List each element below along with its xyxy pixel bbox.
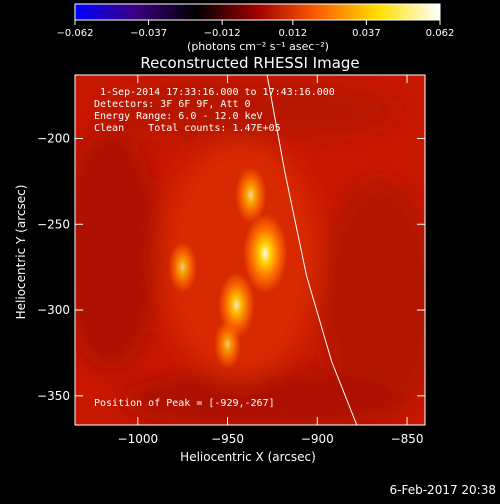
emission-source <box>235 166 267 224</box>
colorbar-tick-label: −0.062 <box>56 28 93 39</box>
emission-source <box>214 319 241 369</box>
annotation-time: 1-Sep-2014 17:33:16.000 to 17:43:16.000 <box>100 87 335 98</box>
annotation-peak: Position of Peak = [-929,-267] <box>94 398 275 409</box>
x-axis-ticks: −1000 −950 −900 −850 <box>118 75 424 446</box>
y-tick-label: −300 <box>37 303 70 317</box>
plot-area <box>75 75 425 425</box>
colorbar-tick-label: −0.012 <box>204 28 241 39</box>
y-tick-label: −200 <box>37 131 70 145</box>
colorbar-unit: (photons cm⁻² s⁻¹ asec⁻²) <box>187 40 329 53</box>
colorbar-tick-label: 0.037 <box>352 28 381 39</box>
y-axis-ticks: −200 −250 −300 −350 <box>37 131 425 403</box>
footer-date: 6-Feb-2017 20:38 <box>390 483 496 497</box>
background-texture <box>75 80 425 425</box>
colorbar-tick-label: −0.037 <box>130 28 167 39</box>
y-tick-label: −250 <box>37 217 70 231</box>
x-tick-label: −1000 <box>118 432 159 446</box>
emission-sources <box>168 166 288 369</box>
annotation-detectors: Detectors: 3F 6F 9F, Att 0 <box>94 99 251 110</box>
annotation-energy: Energy Range: 6.0 - 12.0 keV <box>94 111 263 122</box>
colorbar-tick-label: 0.012 <box>279 28 308 39</box>
colorbar <box>74 3 441 21</box>
x-axis-label: Heliocentric X (arcsec) <box>180 450 316 464</box>
annotations: 1-Sep-2014 17:33:16.000 to 17:43:16.000 … <box>94 87 335 409</box>
x-tick-label: −900 <box>301 432 334 446</box>
emission-source <box>243 213 288 294</box>
x-tick-label: −850 <box>391 432 424 446</box>
annotation-clean: Clean Total counts: 1.47E+05 <box>94 123 281 134</box>
solar-limb-arc <box>266 75 358 425</box>
y-tick-label: −350 <box>37 389 70 403</box>
colorbar-ticks: −0.062 −0.037 −0.012 0.012 0.037 0.062 <box>56 20 454 39</box>
x-tick-label: −950 <box>211 432 244 446</box>
chart-title: Reconstructed RHESSI Image <box>140 54 359 72</box>
plot-frame <box>74 74 426 426</box>
emission-source <box>168 241 197 293</box>
y-axis-label: Heliocentric Y (arcsec) <box>14 185 28 320</box>
colorbar-tick-label: 0.062 <box>426 28 455 39</box>
